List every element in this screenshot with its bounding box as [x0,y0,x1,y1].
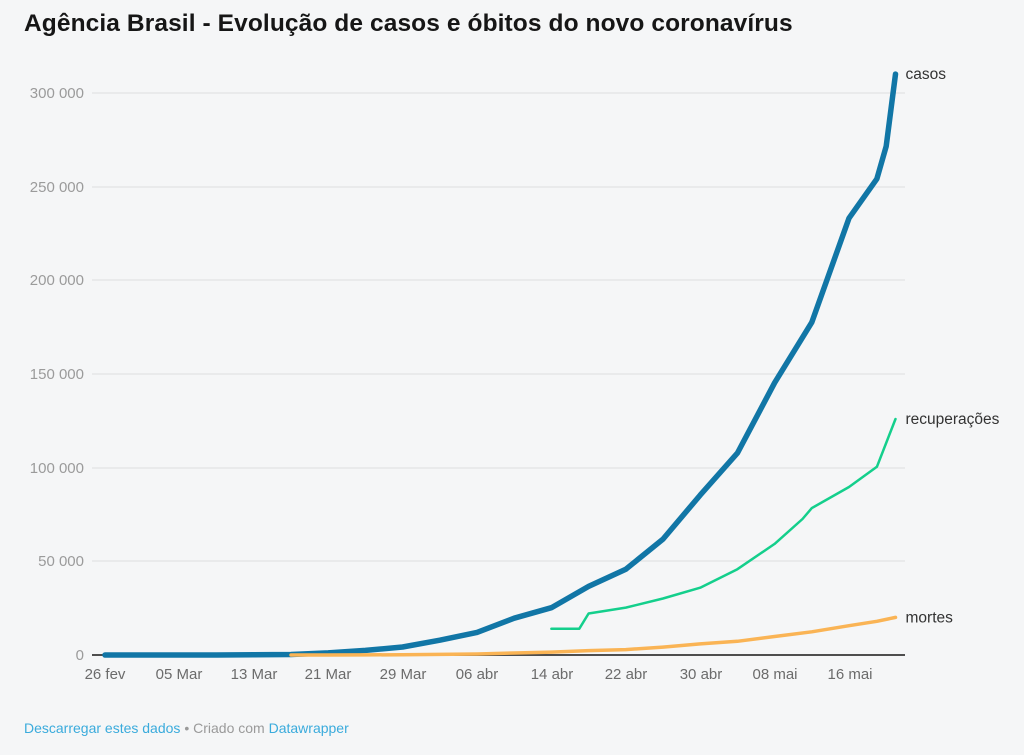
series-label-mortes: mortes [906,609,954,626]
series-label-recuperações: recuperações [906,411,1000,428]
y-tick-0: 0 [76,647,84,664]
series-label-casos: casos [906,66,947,83]
y-tick-100000: 100 000 [30,460,84,477]
series-lines: casos recuperações mortes [102,66,1000,658]
x-axis-labels: 26 fev 05 Mar 13 Mar 21 Mar 29 Mar 06 ab… [85,666,873,683]
x-tick-08mai: 08 mai [752,666,797,683]
footer-separator: • [184,720,190,736]
y-axis-labels: 0 50 000 100 000 150 000 200 000 250 000… [30,85,84,664]
x-tick-13mar: 13 Mar [231,666,278,683]
line-casos [102,71,899,658]
line-mortes [289,615,898,657]
line-recuperações [550,417,897,630]
y-tick-50000: 50 000 [38,553,84,570]
x-tick-21mar: 21 Mar [305,666,352,683]
x-tick-29mar: 29 Mar [380,666,427,683]
chart-footer: Descarregar estes dados • Criado com Dat… [24,720,349,736]
datawrapper-link[interactable]: Datawrapper [268,720,349,736]
x-tick-14abr: 14 abr [531,666,574,683]
x-tick-16mai: 16 mai [827,666,872,683]
x-tick-30abr: 30 abr [680,666,723,683]
download-data-link[interactable]: Descarregar estes dados [24,720,181,736]
x-tick-05mar: 05 Mar [156,666,203,683]
chart-title: Agência Brasil - Evolução de casos e óbi… [24,10,793,37]
line-chart: 0 50 000 100 000 150 000 200 000 250 000… [30,66,1000,683]
footer-credit-text: Criado com [193,720,265,736]
y-tick-250000: 250 000 [30,179,84,196]
x-tick-22abr: 22 abr [605,666,648,683]
y-tick-300000: 300 000 [30,85,84,102]
y-tick-200000: 200 000 [30,272,84,289]
x-tick-06abr: 06 abr [456,666,499,683]
x-tick-26fev: 26 fev [85,666,126,683]
y-tick-150000: 150 000 [30,366,84,383]
